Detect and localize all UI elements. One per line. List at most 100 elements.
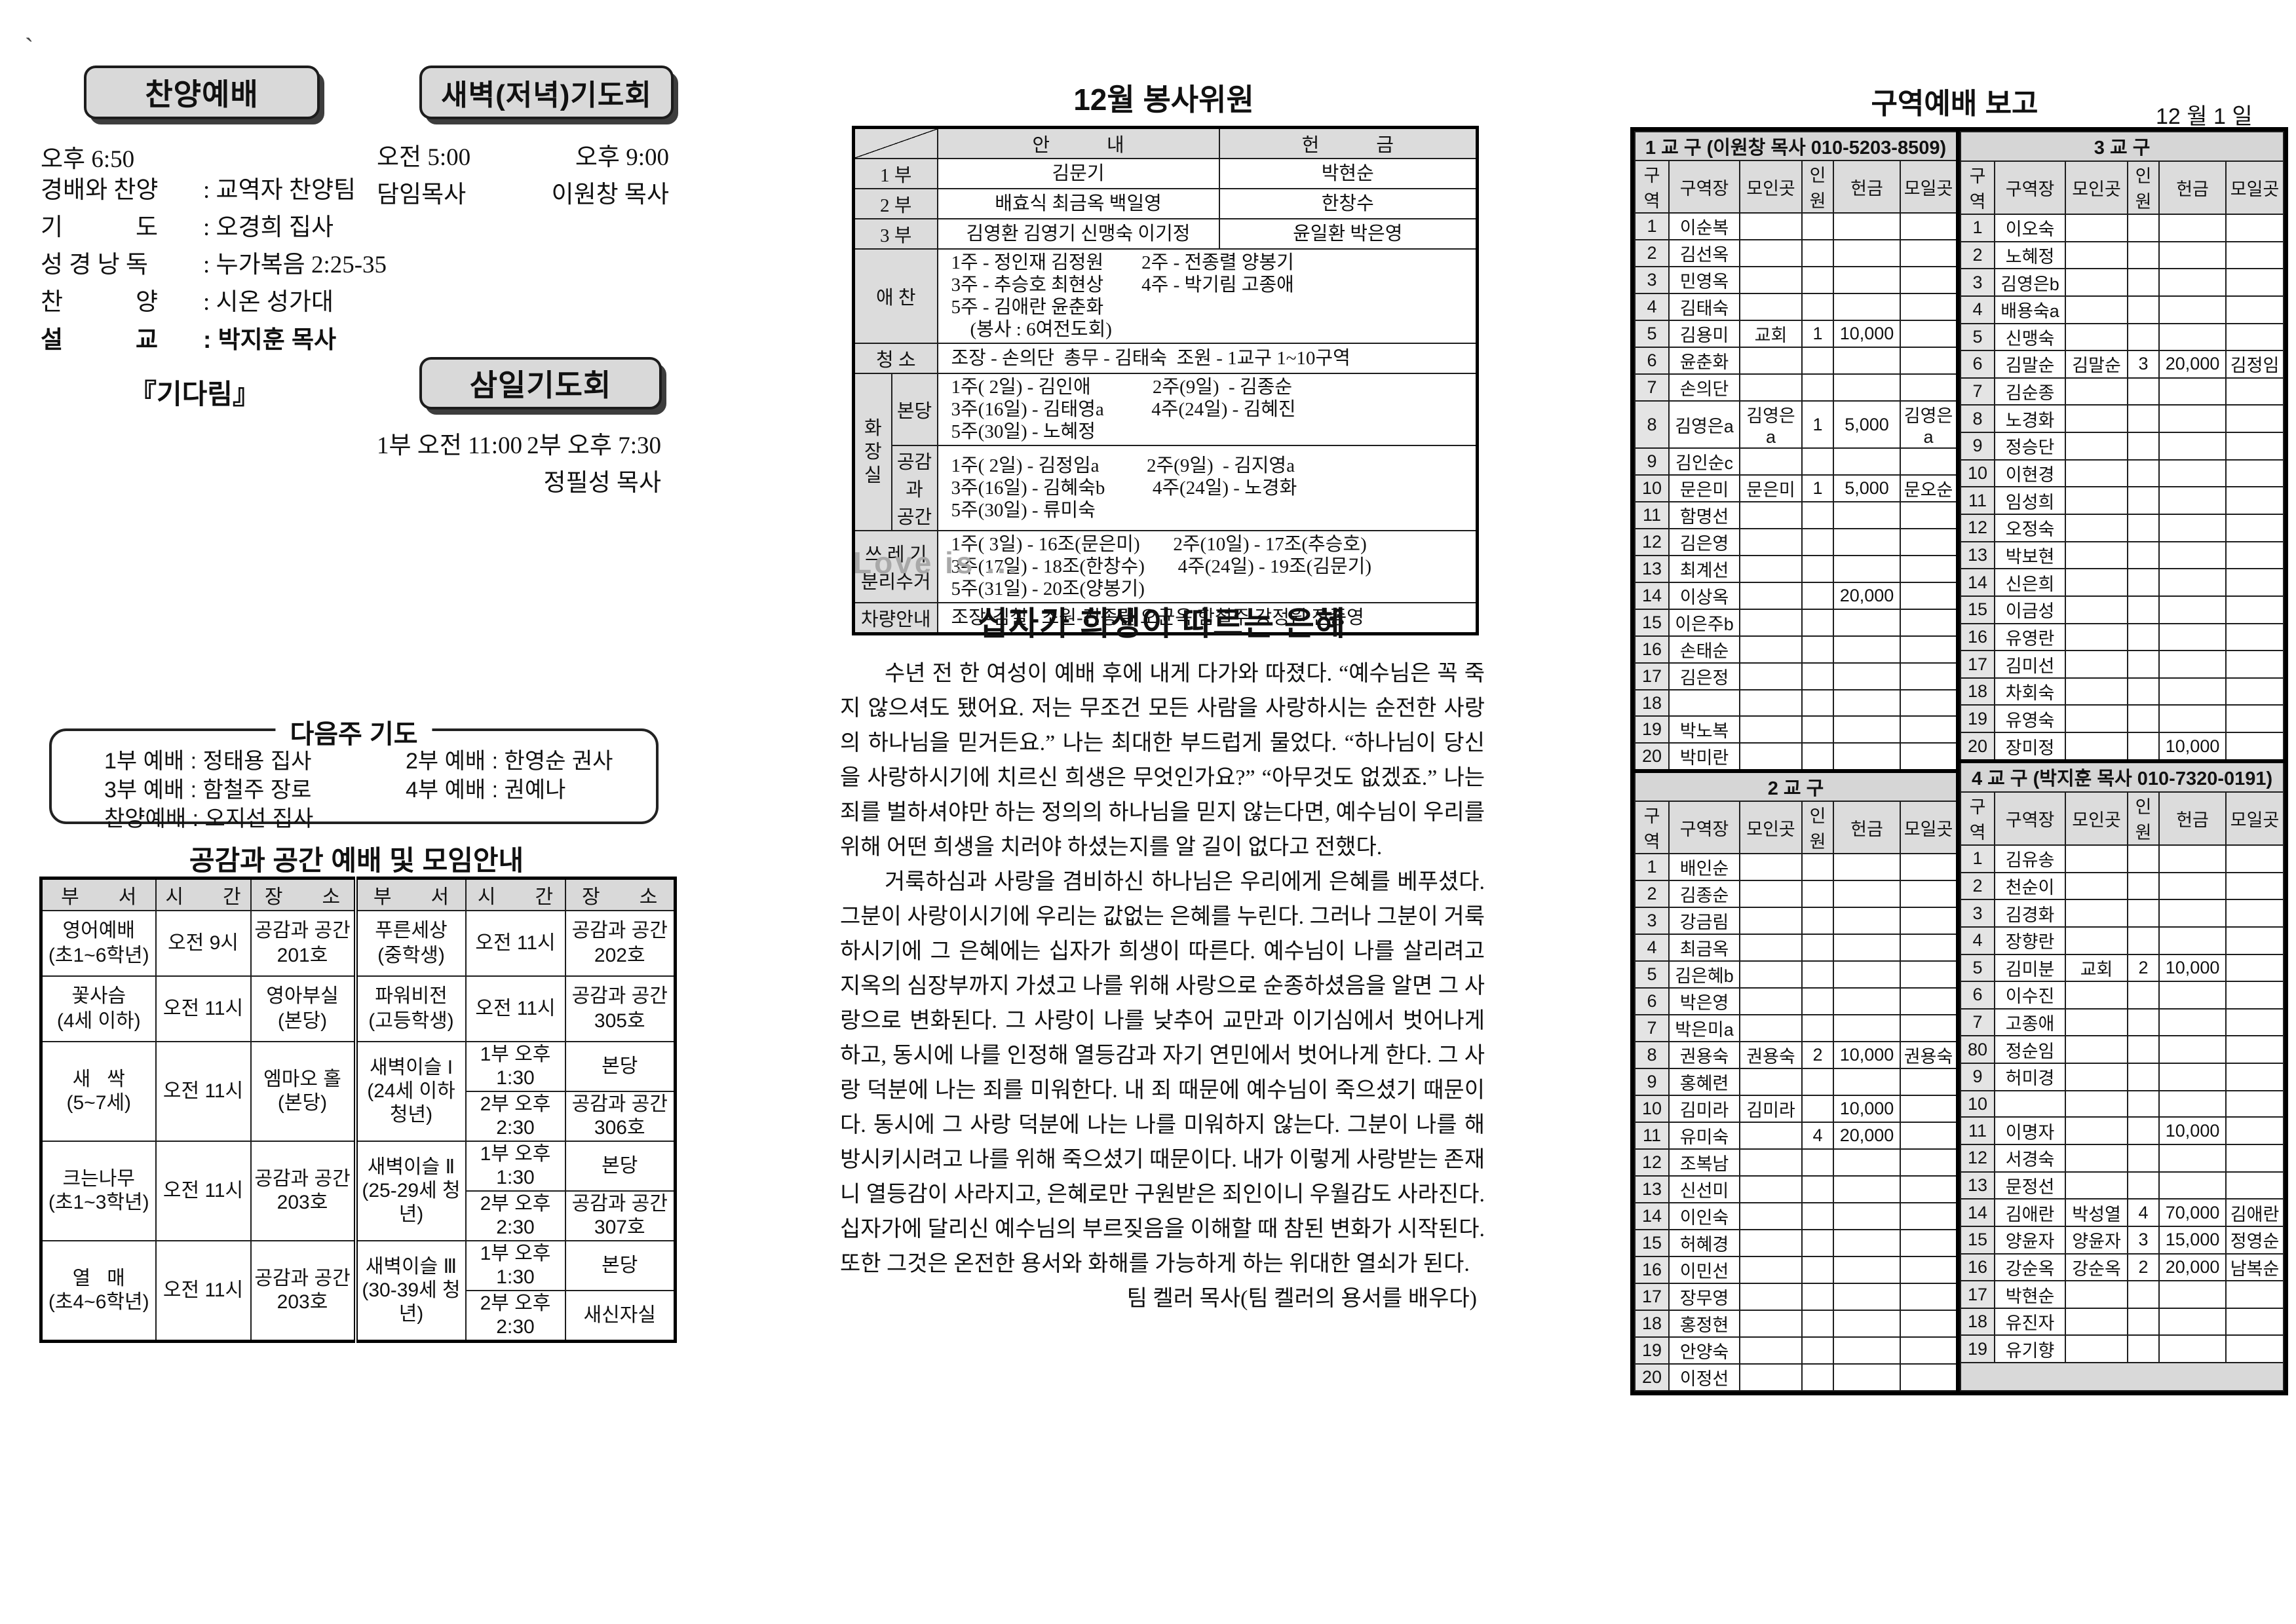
trash-content: 1주( 3일) - 16조(문은미) 2주(10일) - 17조(추승호) 3주… [936,530,1478,603]
group4-title-row: 4 교 구 (박지훈 목사 010-7320-0191) [1960,759,2285,793]
district-no: 17 [1960,1280,1996,1309]
col-leader: 구역장 [1994,791,2067,846]
next-place [1899,742,1959,772]
restroom-sub-label: 공감과 공간 [890,445,938,531]
district-no: 15 [1960,595,1996,624]
attendance [2127,432,2160,461]
district-row: 4 최금옥 [1634,934,1959,962]
attendance: 1 [1801,320,1834,348]
district-no: 9 [1960,1063,1996,1091]
restroom-space-content: 1주( 2일) - 김정임a 2주(9일) - 김지영a 3주(16일) - 김… [936,445,1478,531]
dawn-prayer-info: 오전 5:00 오후 9:00 담임목사 이원창 목사 [377,139,669,214]
district-leader: 유미숙 [1668,1122,1740,1150]
district-no: 6 [1960,981,1996,1010]
next-place [1899,1310,1959,1338]
vehicle-label: 차량안내 [852,602,938,635]
filler-cell [1960,1362,2285,1391]
attendance: 2 [1801,1041,1834,1069]
district-row: 1 김유송 [1960,844,2285,873]
district-leader: 이수진 [1994,981,2067,1010]
attendance [2127,1280,2160,1309]
next-place [2225,404,2285,434]
offering: 20,000 [2158,1253,2227,1282]
meeting-guide-title: 공감과 공간 예배 및 모임안내 [189,845,524,876]
district-leader: 김애란 [1994,1198,2067,1227]
district-row: 5 신맹숙 [1960,322,2285,352]
restroom-sub-label: 본당 [890,373,938,446]
attendance [1801,1014,1834,1042]
met-place [1739,880,1803,908]
district-leader: 박은미a [1668,1014,1740,1042]
district-no: 19 [1634,1336,1670,1365]
guide-place: 새신자실 [564,1290,676,1342]
district-no: 18 [1634,689,1670,717]
col-offering: 헌금 [1833,160,1901,214]
district-no: 2 [1960,240,1996,270]
met-place [1739,853,1803,881]
district-leader: 장무영 [1668,1283,1740,1311]
district-leader: 김미라 [1668,1095,1740,1123]
met-place [1739,987,1803,1015]
district-no: 18 [1960,1307,1996,1336]
next-week-item: 4부 예배 : 권예나 [406,778,566,803]
met-place [1739,662,1803,690]
filler-row [1960,1362,2285,1391]
attendance [2127,1035,2160,1065]
district-row: 10 김미라 김미라 10,000 [1634,1095,1959,1123]
met-place [1739,1148,1803,1177]
district-leader: 장미정 [1994,732,2067,762]
district-no: 11 [1960,486,1996,515]
district-leader: 강금림 [1668,907,1740,935]
attendance: 2 [2127,953,2160,983]
offering: 20,000 [1833,1122,1901,1150]
next-place [1899,934,1959,962]
met-place [2065,622,2129,652]
next-week-prayer-title: 다음주 기도 [275,713,432,751]
district-leader: 천순이 [1994,871,2067,901]
part-guide: 배효식 최금옥 백일영 [936,188,1220,219]
group4-body: 1 김유송 2 천순이 [1960,844,2285,1364]
district-leader: 홍정현 [1668,1310,1740,1338]
district-row: 7 손의단 [1634,373,1959,402]
attendance [1801,1148,1834,1177]
attendance [1801,528,1834,556]
met-place [2065,1334,2129,1364]
district-row: 11 유미숙 4 20,000 [1634,1122,1959,1150]
district-leader: 유영란 [1994,622,2067,652]
district-row: 18 차회숙 [1960,677,2285,706]
district-row: 10 [1960,1089,2285,1118]
district-row: 5 김은혜b [1634,960,1959,989]
group2-title: 2 교 구 [1634,769,1959,802]
offering [2158,1144,2227,1173]
report-header-row: 구역 구역장 모인곳 인원 헌금 모일곳 [1634,160,1959,214]
district-row: 14 신은희 [1960,568,2285,597]
met-place: 양윤자 [2065,1225,2129,1255]
part-offering: 윤일환 박은영 [1218,218,1478,250]
offering [2158,899,2227,928]
met-place [2065,514,2129,542]
met-place [2065,871,2129,901]
district-leader: 박보현 [1994,540,2067,570]
met-place [2065,926,2129,955]
met-place [2065,322,2129,352]
offering [1833,689,1901,717]
district-leader: 정순임 [1994,1035,2067,1065]
district-no: 15 [1634,609,1670,637]
attendance [2127,871,2160,901]
met-place [2065,459,2129,488]
district-row: 16 손태순 [1634,635,1959,664]
offering [2158,595,2227,624]
offering [1833,853,1901,881]
next-place [1899,1336,1959,1365]
guide-subrow: 2부 오후 2:30 공감과 공간 307호 [41,1190,676,1241]
next-place: 김정임 [2225,350,2285,379]
vehicle-content: 조장-김철 조원-전종렬 오균옥 함철주 강정원 전종영 [936,602,1478,635]
district-leader: 김선옥 [1668,239,1740,267]
attendance [2127,1171,2160,1200]
next-place: 정영순 [2225,1225,2285,1255]
attendance [2127,1116,2160,1145]
district-no: 8 [1960,404,1996,434]
district-row: 18 홍정현 [1634,1310,1959,1338]
met-place [1739,1229,1803,1257]
met-place [1739,1068,1803,1096]
